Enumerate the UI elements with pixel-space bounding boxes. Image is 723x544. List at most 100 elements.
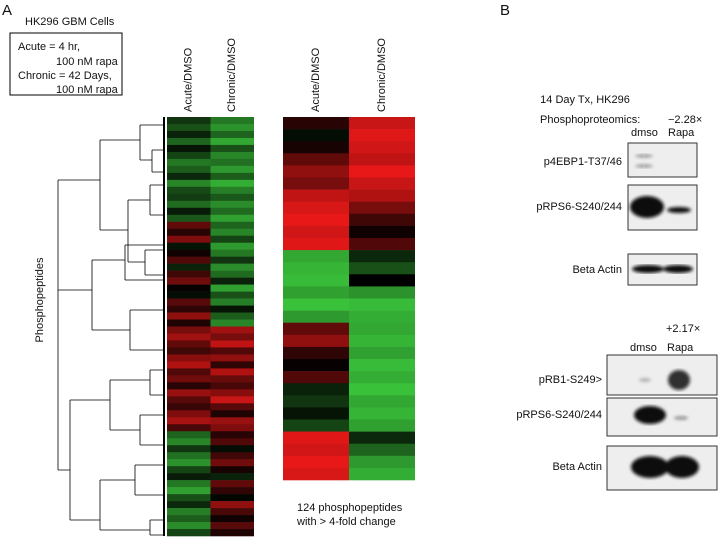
heatmap-cell	[167, 515, 211, 523]
heatmap-cell	[167, 410, 211, 418]
heatmap-cell	[283, 467, 349, 481]
heatmap-cell	[349, 238, 415, 251]
heatmap-cell	[167, 417, 211, 425]
heatmap-cell	[210, 473, 254, 481]
heatmap-cell	[210, 117, 254, 125]
heatmap-cell	[167, 396, 211, 404]
column-label: Acute/DMSO	[183, 47, 195, 112]
heatmap-cell	[210, 340, 254, 348]
heatmap-cell	[210, 214, 254, 223]
blot	[606, 354, 718, 396]
heatmap-cell	[210, 144, 254, 153]
heatmap-cell	[167, 200, 211, 209]
heatmap-cell	[283, 443, 349, 457]
heatmap-cell	[167, 431, 211, 439]
heatmap-cell	[210, 368, 254, 376]
heatmap-cell	[210, 333, 254, 341]
fold-change: −2.28×	[668, 114, 702, 126]
heatmap-cell	[167, 165, 211, 174]
heatmap-cell	[167, 298, 211, 306]
heatmap-cell	[283, 201, 349, 215]
heatmap-cell	[167, 305, 211, 313]
bands	[632, 265, 693, 273]
heatmap-cell	[210, 228, 254, 237]
lane-label: Rapa	[667, 342, 694, 354]
heatmap-cell	[167, 466, 211, 474]
heatmap-cell	[167, 263, 211, 271]
heatmap-cell	[210, 466, 254, 474]
heatmap-cell	[349, 117, 415, 130]
heatmap-cell	[210, 242, 254, 250]
heatmap-cell	[167, 368, 211, 376]
heatmap-cell	[167, 319, 211, 327]
heatmap-cell	[210, 158, 254, 167]
heatmap-cell	[167, 221, 211, 230]
heatmap-cell	[210, 137, 254, 146]
heatmap-cell	[210, 417, 254, 425]
heatmap-cell	[167, 284, 211, 292]
heatmap-cell	[210, 375, 254, 383]
heatmap-cell	[283, 250, 349, 263]
heatmap-cell	[210, 389, 254, 397]
heatmap-cell	[349, 419, 415, 432]
heatmap-cell	[283, 310, 349, 323]
phospho-label: Phosphoproteomics:	[540, 114, 640, 126]
heatmap-cell	[283, 213, 349, 227]
heatmap-cell	[167, 158, 211, 167]
heatmap-cell	[210, 410, 254, 418]
heatmap-cell	[167, 144, 211, 153]
heatmap-cell	[283, 238, 349, 251]
lane-label: Rapa	[668, 127, 695, 139]
heatmap-cell	[210, 431, 254, 439]
heatmap-cell	[349, 225, 415, 239]
heatmap-cell	[210, 165, 254, 174]
heatmap-cell	[349, 407, 415, 420]
condition: 100 nM rapa	[56, 56, 119, 68]
condition: Acute = 4 hr,	[18, 41, 80, 53]
heatmap-cell	[167, 214, 211, 223]
heatmap-cell	[210, 403, 254, 411]
heatmap-cell	[349, 443, 415, 457]
heatmap-cell	[167, 333, 211, 341]
heatmap-cell	[283, 359, 349, 372]
fold-change: +2.17×	[666, 323, 700, 335]
heatmap-cell	[167, 508, 211, 516]
heatmap-cell	[210, 529, 254, 537]
heatmap-cell	[283, 298, 349, 311]
heatmap-cell	[167, 361, 211, 369]
heatmap-cell	[210, 501, 254, 509]
heatmap-cell	[210, 319, 254, 327]
heatmap-cell	[349, 431, 415, 444]
bands	[634, 406, 688, 424]
heatmap-cell	[167, 207, 211, 216]
heatmap-cell	[283, 141, 349, 154]
heatmap-cell	[210, 207, 254, 216]
heatmap-cell	[283, 177, 349, 190]
column-label: Chronic/DMSO	[226, 38, 238, 112]
heatmap-cell	[167, 354, 211, 362]
condition-box	[9, 32, 123, 96]
heatmaps: Acute/DMSO Chronic/DMSO Acute/DMSO Chronic/…	[167, 38, 415, 537]
bands	[635, 154, 653, 168]
heatmap-cell	[167, 382, 211, 390]
heatmap-cell	[349, 310, 415, 323]
bands	[630, 196, 691, 218]
heatmap-cell	[283, 286, 349, 299]
heatmap-cell	[210, 452, 254, 460]
band-label: pRPS6-S240/244	[536, 201, 622, 213]
heatmap-cell	[283, 189, 349, 202]
heatmap-cell	[349, 371, 415, 384]
heatmap-cell	[210, 438, 254, 446]
heatmap-cell	[210, 445, 254, 453]
heatmap-cell	[283, 225, 349, 239]
heatmap-cell	[210, 130, 254, 139]
heatmap-cell	[210, 263, 254, 271]
heatmap-cell	[283, 395, 349, 408]
heatmap-cell	[210, 347, 254, 355]
heatmap-cell	[167, 522, 211, 530]
heatmap-cell	[349, 129, 415, 142]
heatmap-cell	[167, 249, 211, 257]
band-label: pRPS6-S240/244	[516, 409, 602, 421]
heatmap-cell	[283, 371, 349, 384]
heatmap-cell	[283, 129, 349, 142]
